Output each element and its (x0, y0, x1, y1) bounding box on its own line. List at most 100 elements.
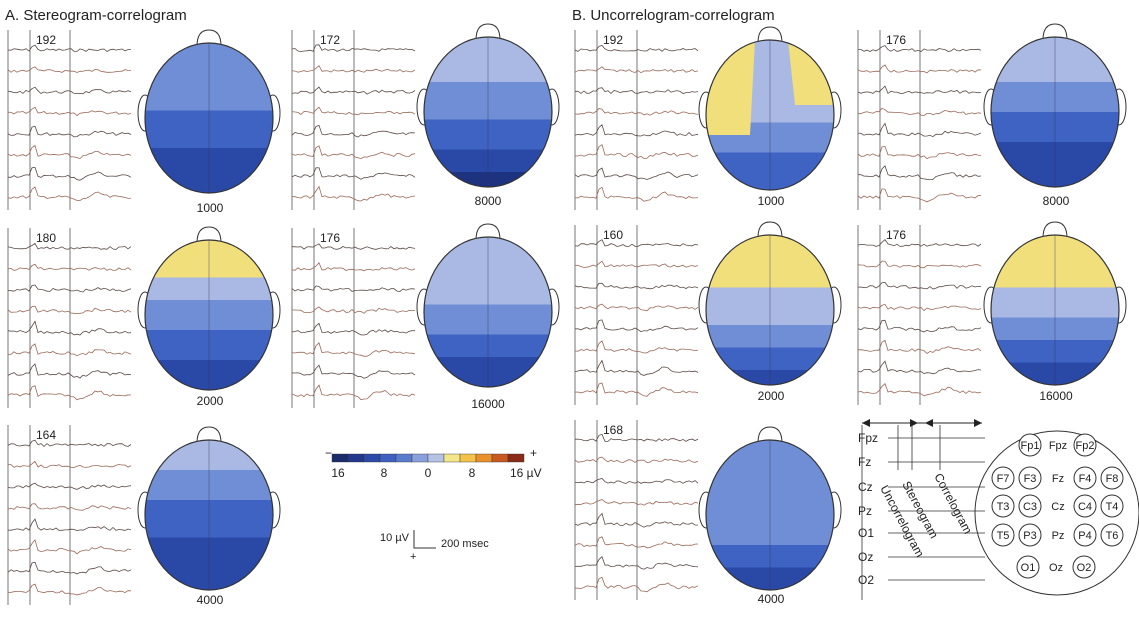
color-scale-label: 8 (469, 466, 476, 480)
eeg-trace (292, 263, 415, 271)
eeg-trace (8, 67, 131, 73)
eeg-trace (292, 45, 415, 52)
electrode-label: P3 (1023, 530, 1036, 542)
head-map (699, 427, 841, 591)
eeg-trace (858, 282, 981, 289)
color-scale-label: 0 (425, 466, 432, 480)
scale-polarity: + (410, 551, 416, 563)
head-map (984, 24, 1126, 188)
map-label: 1000 (758, 194, 785, 208)
eeg-trace (858, 86, 981, 93)
eeg-trace (858, 261, 981, 268)
eeg-trace (858, 166, 981, 180)
eeg-trace (575, 109, 698, 116)
eeg-trace (8, 483, 131, 489)
color-swatch (348, 454, 364, 462)
eeg-trace (8, 364, 131, 378)
arrowhead (974, 419, 982, 427)
map-patch (788, 40, 836, 105)
eeg-trace (8, 285, 131, 292)
eeg-trace (575, 557, 698, 570)
eeg-trace (8, 386, 131, 400)
eeg-trace (575, 261, 698, 267)
eeg-trace (575, 187, 698, 201)
eeg-trace (8, 344, 131, 356)
eeg-trace (858, 123, 981, 136)
eeg-trace (858, 146, 981, 158)
color-swatch (460, 454, 476, 462)
trace-label: 160 (603, 228, 623, 242)
eeg-trace (575, 577, 698, 592)
electrode-label: O2 (1077, 562, 1092, 574)
electrode-label: Oz (1049, 562, 1063, 574)
eeg-trace (858, 240, 981, 247)
eeg-trace (575, 168, 698, 179)
map-label: 8000 (1043, 194, 1070, 208)
color-swatch (444, 454, 460, 462)
eeg-trace (8, 321, 131, 335)
eeg-trace (575, 479, 698, 484)
eeg-trace (858, 361, 981, 374)
electrode-label: Fp2 (1076, 440, 1095, 452)
eeg-trace (8, 45, 131, 51)
trace-label: 168 (603, 423, 623, 437)
eeg-trace (292, 87, 415, 94)
map-label: 4000 (758, 592, 785, 606)
trace-label: 192 (603, 33, 623, 47)
eeg-trace (858, 108, 981, 115)
eeg-trace (292, 385, 415, 400)
map-patch (704, 40, 755, 135)
eeg-trace (858, 65, 981, 73)
color-scale-label: 8 (381, 466, 388, 480)
map-label: 16000 (471, 397, 505, 411)
scale-time: 200 msec (441, 538, 489, 550)
eeg-trace (8, 126, 131, 137)
eeg-trace (8, 146, 131, 159)
head-map (417, 224, 559, 388)
electrode-label: Cz (1051, 501, 1064, 513)
arrowhead (862, 419, 870, 427)
eeg-trace (575, 304, 698, 311)
electrode-label: Fpz (1049, 440, 1067, 452)
eeg-trace (292, 168, 415, 180)
eeg-trace (8, 461, 131, 467)
eeg-trace (575, 125, 698, 136)
arrowhead (910, 419, 918, 427)
eeg-trace (292, 286, 415, 292)
eeg-trace (575, 283, 698, 289)
head-map (699, 222, 841, 386)
electrode-label: C3 (1023, 501, 1037, 513)
eeg-trace (292, 307, 415, 313)
eeg-trace (8, 440, 131, 446)
color-scale-sign: + (530, 446, 537, 460)
eeg-trace (8, 306, 131, 313)
head-map (699, 27, 841, 191)
color-swatch (380, 454, 396, 462)
color-swatch (332, 454, 348, 462)
electrode-label: F8 (1106, 473, 1119, 485)
eeg-trace (8, 167, 131, 180)
eeg-trace (8, 264, 131, 270)
eeg-trace (292, 323, 415, 335)
scale-amplitude: 10 µV (380, 532, 410, 544)
eeg-trace (8, 540, 131, 554)
eeg-trace (575, 361, 698, 376)
electrode-label: P4 (1078, 530, 1091, 542)
electrode-label: T6 (1106, 530, 1119, 542)
color-swatch (396, 454, 412, 462)
trace-label: 176 (320, 231, 340, 245)
eeg-trace (292, 187, 415, 202)
electrode-label: T3 (997, 501, 1010, 513)
eeg-trace (292, 66, 415, 73)
eeg-trace (8, 504, 131, 511)
eeg-trace (858, 340, 981, 353)
eeg-trace (575, 145, 698, 159)
trace-label: 164 (36, 428, 56, 442)
map-label: 1000 (197, 201, 224, 215)
map-label: 2000 (197, 394, 224, 408)
trace-label: 176 (886, 33, 906, 47)
electrode-row-label: O1 (858, 526, 874, 540)
eeg-trace (858, 304, 981, 310)
trace-label: 172 (320, 33, 340, 47)
eeg-trace (8, 519, 131, 531)
